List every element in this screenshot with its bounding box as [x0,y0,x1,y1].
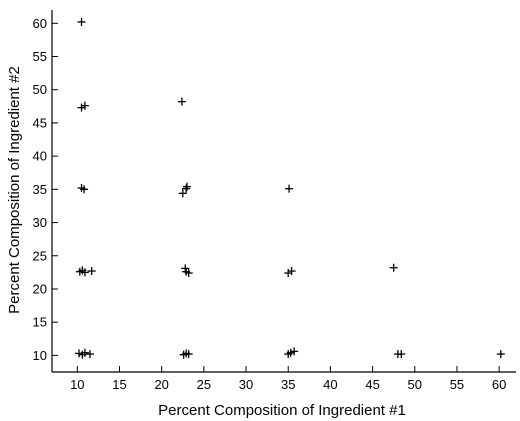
data-point [85,350,94,359]
x-tick-label: 50 [408,377,422,392]
y-tick-label: 15 [33,315,47,330]
data-point [178,189,187,198]
y-tick-label: 35 [33,182,47,197]
y-tick-label: 60 [33,16,47,31]
data-point [182,182,191,191]
x-tick-label: 25 [197,377,211,392]
data-point [177,97,186,106]
x-tick-label: 20 [154,377,168,392]
y-tick-label: 10 [33,348,47,363]
data-point [184,269,193,278]
data-point [80,101,89,110]
y-tick-label: 40 [33,149,47,164]
y-tick-label: 25 [33,248,47,263]
y-axis-ticks: 10 15 20 25 30 35 40 45 50 55 60 [33,16,58,363]
data-point [496,350,505,359]
x-axis-ticks: 10 15 20 25 30 35 40 45 50 55 60 [70,366,506,392]
x-tick-label: 45 [365,377,379,392]
x-tick-label: 60 [492,377,506,392]
x-tick-label: 55 [450,377,464,392]
y-tick-label: 50 [33,82,47,97]
x-tick-label: 40 [323,377,337,392]
data-point [80,185,89,194]
x-tick-label: 15 [112,377,126,392]
data-point [285,184,294,193]
data-point [74,349,83,358]
y-tick-label: 20 [33,281,47,296]
data-point [80,348,89,357]
data-point [80,268,89,277]
data-point [397,350,406,359]
data-point [184,350,193,359]
x-axis-label: Percent Composition of Ingredient #1 [158,402,406,419]
data-point [87,267,96,276]
x-tick-label: 10 [70,377,84,392]
data-point [389,263,398,272]
y-tick-label: 55 [33,49,47,64]
x-tick-label: 35 [281,377,295,392]
y-tick-label: 30 [33,215,47,230]
y-axis-label: Percent Composition of Ingredient #2 [6,66,23,314]
data-point [182,184,191,193]
y-tick-label: 45 [33,115,47,130]
data-point [77,103,86,112]
data-point [290,347,299,356]
data-point [181,264,190,273]
data-point [287,267,296,276]
data-point [286,348,295,357]
x-tick-label: 30 [239,377,253,392]
data-point [77,17,86,26]
data-point [284,269,293,278]
data-points [74,17,505,359]
